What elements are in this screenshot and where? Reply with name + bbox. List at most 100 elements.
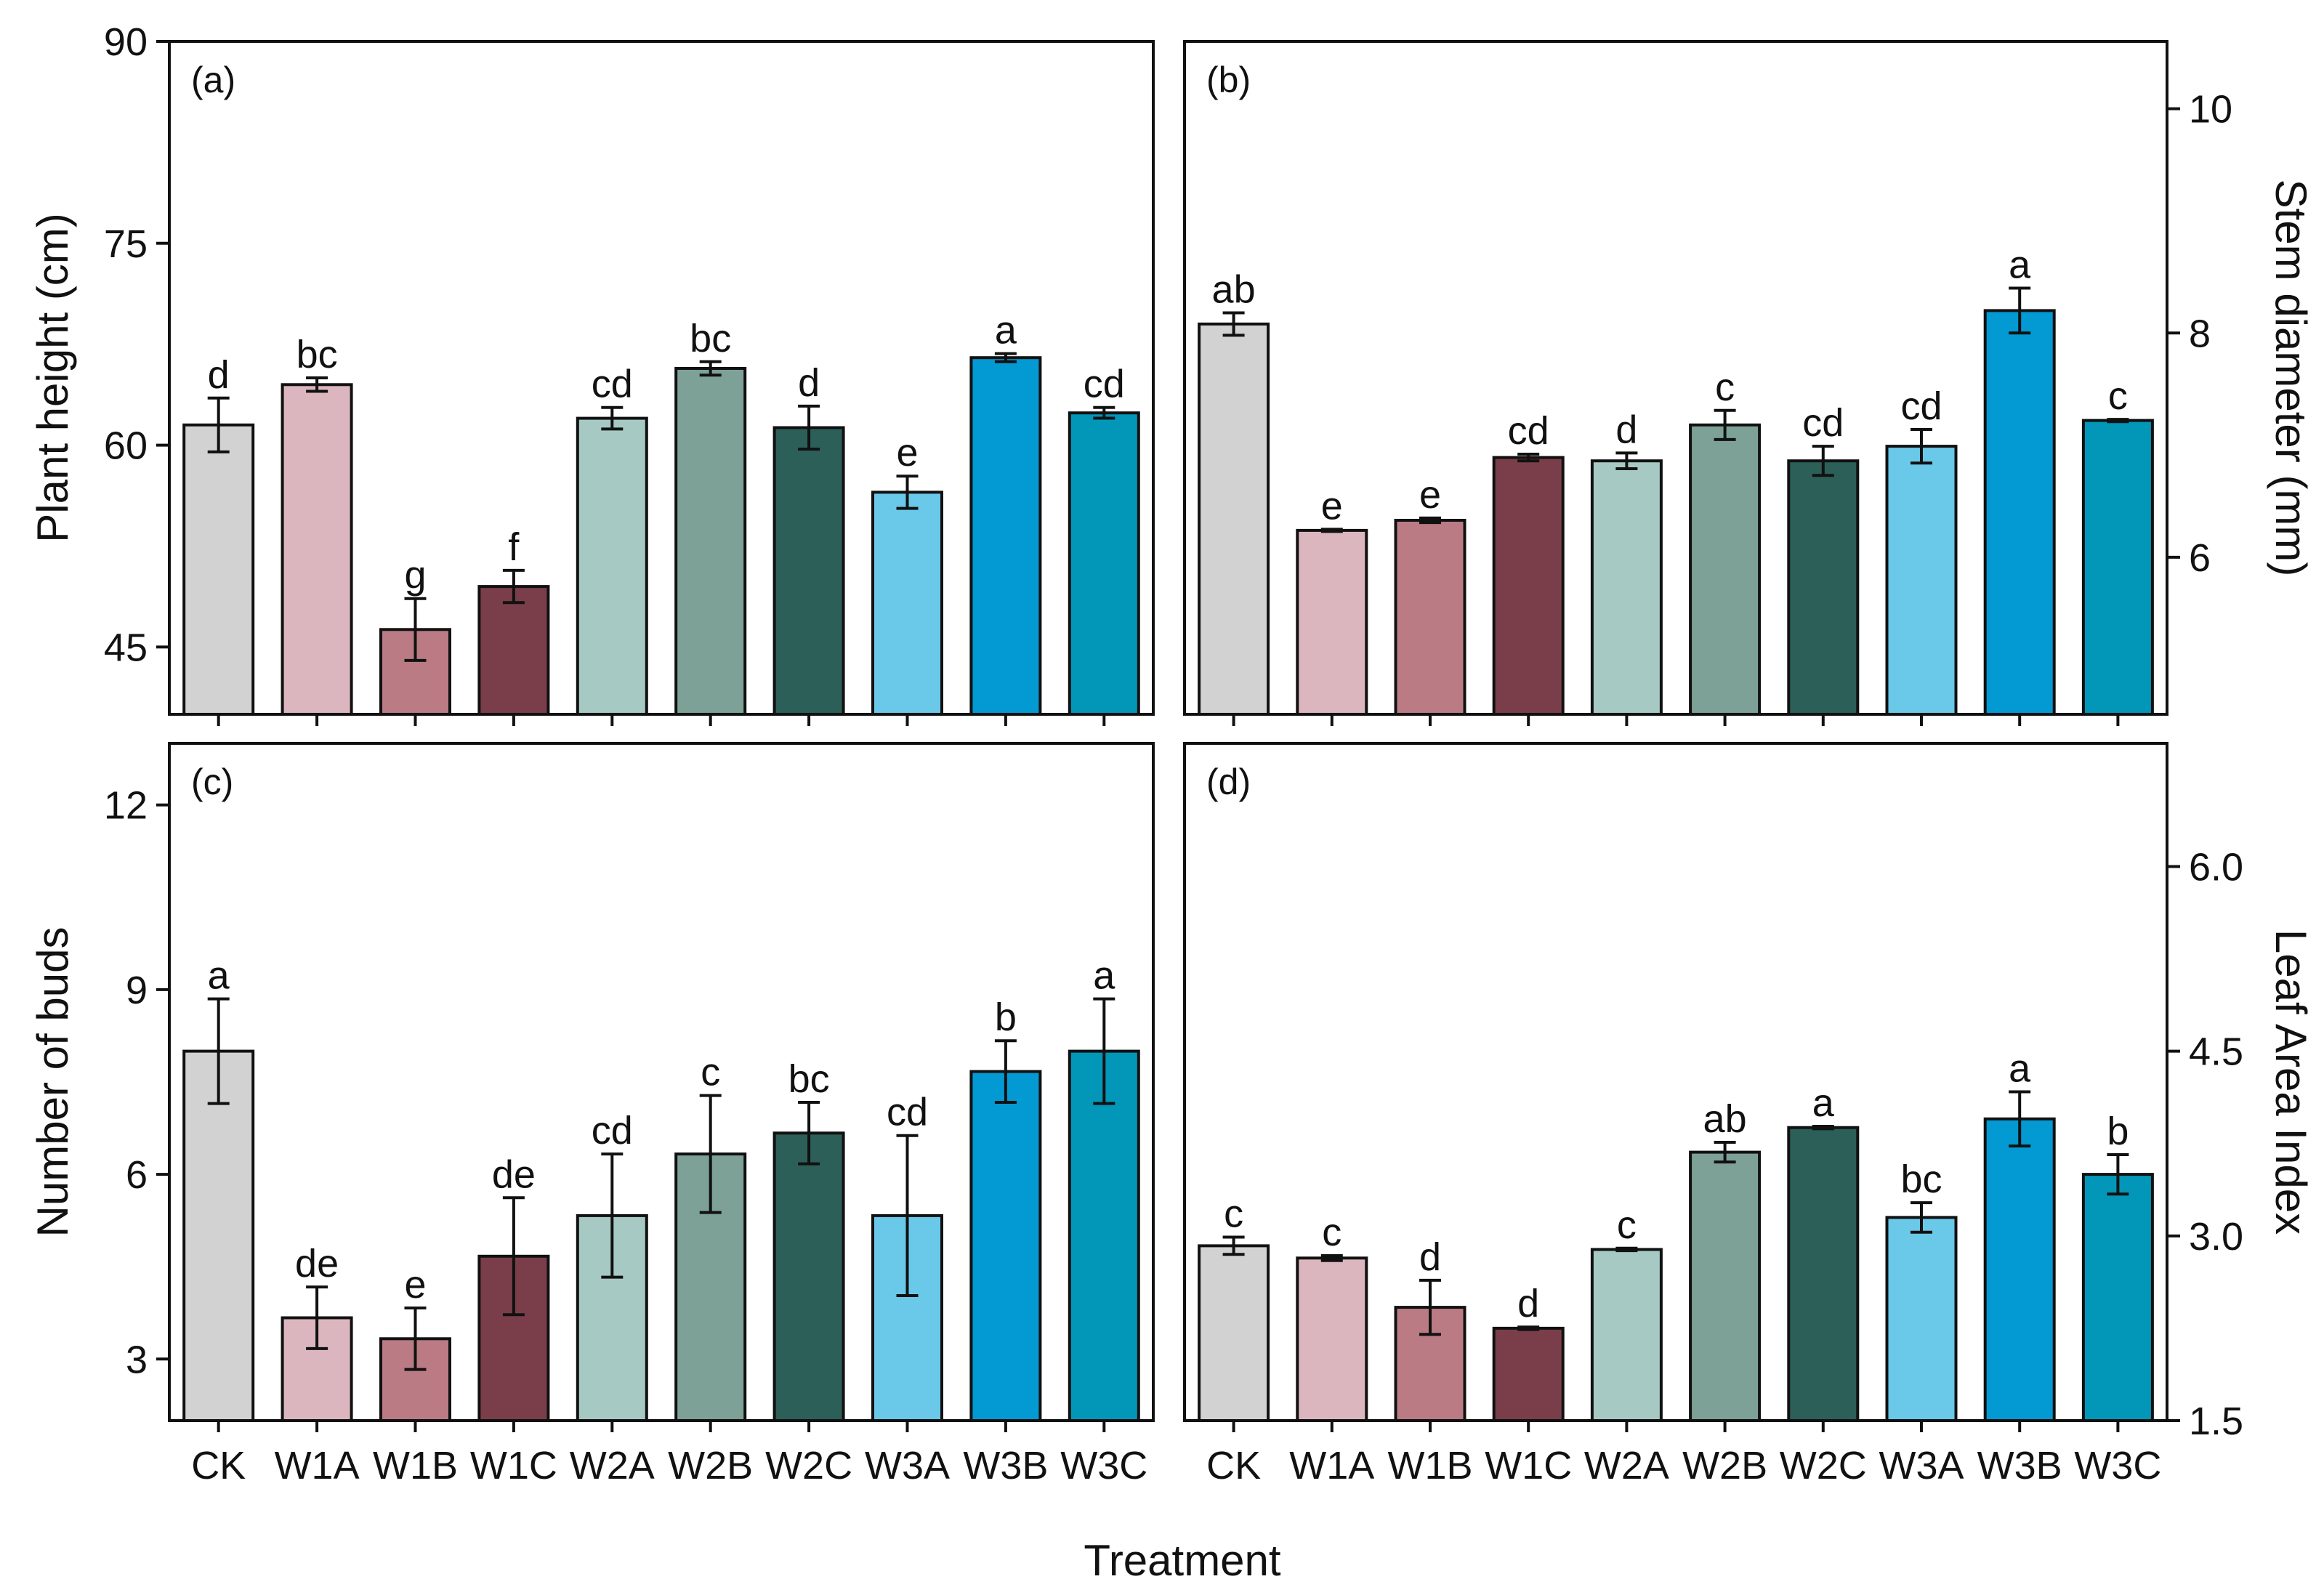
x-tick-label-W2B: W2B	[1682, 1444, 1767, 1487]
significance-label-W3A: bc	[1900, 1158, 1942, 1201]
significance-label-W3C: a	[1093, 954, 1115, 998]
bar-W1A	[1296, 1256, 1368, 1423]
significance-label-W1B: d	[1419, 1235, 1441, 1279]
x-tick-label-CK: CK	[1206, 1444, 1261, 1487]
error-bar-W2C	[798, 404, 820, 451]
bar-W2C	[772, 1131, 845, 1423]
error-bar-W1A	[1320, 528, 1343, 533]
y-tick-label: 1.5	[2189, 1400, 2243, 1443]
error-bar-W1C	[502, 1196, 525, 1317]
error-bar-W3A	[896, 475, 919, 510]
significance-label-W3A: e	[896, 431, 918, 475]
error-bar-W2B	[699, 1094, 722, 1214]
y-tick-label: 3.0	[2189, 1215, 2243, 1259]
plot-frame	[1183, 742, 2168, 1422]
significance-label-W2B: c	[701, 1051, 720, 1094]
error-bar-W1B	[404, 597, 427, 662]
bar-W1B	[1394, 519, 1466, 716]
significance-label-W2A: c	[1617, 1203, 1637, 1247]
bar-W2C	[1787, 459, 1860, 716]
y-axis-title: Stem diameter (mm)	[2267, 179, 2315, 577]
error-bar-W1C	[502, 568, 525, 605]
significance-label-CK: a	[208, 954, 230, 998]
significance-label-W1C: cd	[1508, 409, 1549, 453]
x-tick-label-W1A: W1A	[1289, 1444, 1374, 1487]
error-bar-W3A	[1911, 1201, 1932, 1234]
significance-label-W1A: bc	[296, 333, 338, 376]
bar-W3C	[2081, 1173, 2154, 1422]
panel-3: a de e de cd c bc cd b a (c) 3 6 9 12 CK W1A W1B W1C W2A W2B…	[28, 742, 1155, 1487]
y-tick-label: 10	[2189, 88, 2232, 132]
x-tick-label-W2B: W2B	[668, 1444, 753, 1487]
y-tick-label: 6	[2189, 536, 2211, 580]
error-bar-W3B	[2009, 286, 2031, 335]
error-bar-W2A	[1615, 1246, 1638, 1253]
y-axis-title: Leaf Area Index	[2267, 929, 2315, 1235]
error-bar-CK	[1222, 311, 1245, 337]
error-bar-W1B	[404, 1306, 427, 1371]
x-tick-label-W3C: W3C	[2074, 1444, 2161, 1487]
error-bar-W2B	[699, 360, 722, 377]
significance-label-CK: d	[208, 353, 230, 397]
error-bar-W2A	[1615, 451, 1638, 471]
x-tick-label-CK: CK	[191, 1444, 246, 1487]
significance-label-W2B: c	[1715, 366, 1735, 409]
bar-W3A	[871, 490, 943, 716]
significance-label-W1C: d	[1517, 1282, 1539, 1325]
y-axis-title: Number of buds	[28, 927, 77, 1237]
x-tick-label-W2C: W2C	[1780, 1444, 1867, 1487]
plot-frame	[168, 40, 1155, 716]
significance-label-W1B: e	[404, 1263, 426, 1307]
significance-label-W2A: cd	[592, 1109, 633, 1152]
bar-W3C	[1068, 1049, 1140, 1422]
x-tick-label-W3B: W3B	[963, 1444, 1048, 1487]
bar-CK	[182, 423, 255, 716]
error-bar-W2A	[601, 1152, 624, 1279]
error-bar-W1A	[306, 376, 328, 393]
significance-label-W1C: f	[508, 525, 520, 569]
plot-frame	[168, 742, 1155, 1422]
y-tick-label: 12	[104, 784, 148, 828]
y-tick-label: 6.0	[2189, 845, 2243, 889]
significance-label-W1B: e	[1419, 473, 1441, 517]
bar-CK	[182, 1049, 255, 1422]
significance-label-W3C: c	[2108, 374, 2128, 418]
bar-W2B	[674, 367, 747, 716]
error-bar-W2C	[1812, 1125, 1834, 1131]
x-tick-label-W2A: W2A	[570, 1444, 655, 1487]
panel-label: (c)	[191, 762, 233, 802]
bar-W3B	[1983, 309, 2056, 716]
bar-W2A	[1590, 1248, 1663, 1422]
x-tick-label-W1A: W1A	[275, 1444, 360, 1487]
bar-W2B	[1689, 423, 1762, 716]
error-bar-W3C	[2107, 418, 2129, 424]
y-tick-label: 9	[126, 969, 148, 1012]
bar-W2B	[1689, 1150, 1762, 1422]
error-bar-W3C	[1093, 405, 1115, 420]
panel-label: (a)	[191, 60, 235, 100]
error-bar-W3A	[1911, 427, 1932, 465]
y-tick-label: 6	[126, 1153, 148, 1197]
significance-label-W3B: a	[2009, 243, 2031, 287]
plot-frame	[1183, 40, 2168, 716]
error-bar-W1C	[1517, 1325, 1540, 1331]
bar-W2A	[576, 416, 648, 716]
error-bar-W3C	[2107, 1152, 2129, 1196]
error-bar-W2C	[798, 1100, 820, 1166]
bar-W1C	[1492, 1326, 1565, 1423]
significance-label-CK: ab	[1212, 268, 1256, 312]
bar-W3C	[1068, 411, 1140, 716]
significance-label-W2B: bc	[690, 317, 731, 360]
y-tick-label: 60	[104, 424, 148, 468]
significance-label-W3C: b	[2107, 1110, 2129, 1153]
bar-W3A	[1885, 1216, 1958, 1423]
significance-label-W1A: c	[1322, 1211, 1341, 1254]
significance-label-W2C: d	[798, 361, 820, 405]
significance-label-W1C: de	[492, 1152, 536, 1196]
x-tick-label-W1C: W1C	[1485, 1444, 1572, 1487]
x-tick-label-W3A: W3A	[865, 1444, 950, 1487]
error-bar-CK	[1222, 1235, 1245, 1256]
error-bar-W3B	[994, 352, 1017, 363]
